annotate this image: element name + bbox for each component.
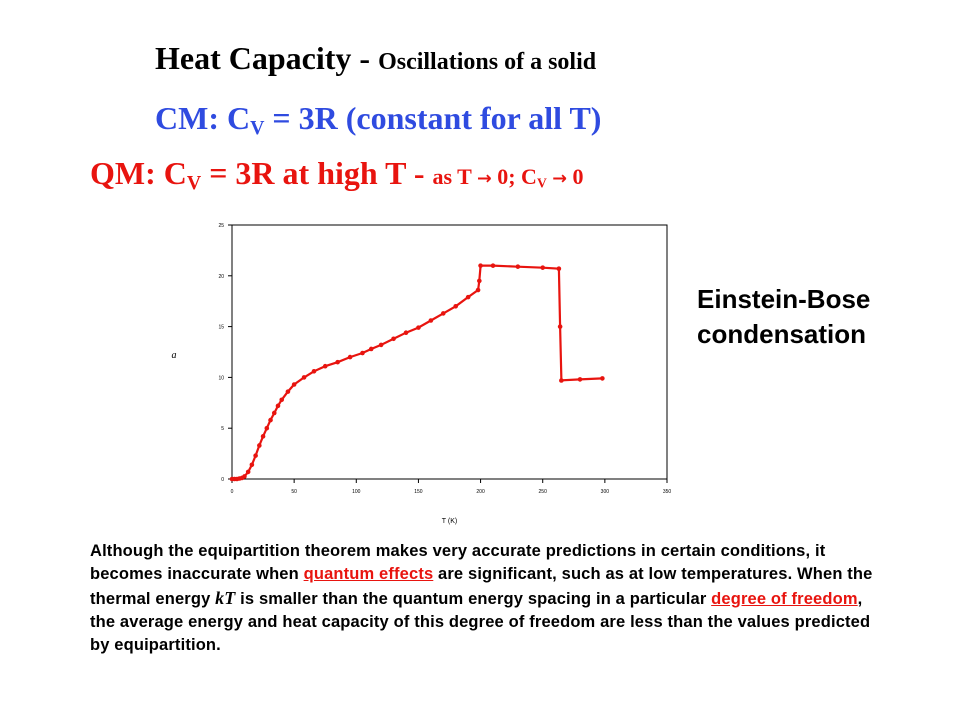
qm-small-4: 0: [567, 164, 584, 189]
y-tick-label: 5: [221, 426, 224, 432]
series-line: [232, 264, 603, 481]
data-point: [291, 382, 297, 387]
data-point: [577, 377, 583, 382]
data-point: [253, 453, 258, 458]
math-kt: kT: [215, 587, 236, 608]
heat-capacity-chart: 0 50 100 150 200 250 300 350 0 5 10 15 20 25 T (K) a: [172, 223, 672, 525]
cm-subscript: V: [250, 116, 265, 139]
data-point: [465, 294, 471, 300]
qm-subscript: V: [186, 171, 202, 194]
title-subtitle: Oscillations of a solid: [378, 49, 597, 75]
right-arrow-icon-2: →: [552, 169, 568, 189]
side-caption: Einstein-Bose condensation: [697, 282, 870, 352]
cm-prefix: CM: C: [155, 100, 251, 136]
x-tick-label: 350: [663, 489, 672, 495]
data-point: [478, 263, 483, 268]
data-point: [540, 265, 546, 270]
x-tick-label: 50: [291, 489, 297, 495]
x-axis-label: T (K): [442, 518, 457, 525]
data-point: [242, 474, 247, 479]
data-point: [245, 469, 251, 475]
data-point: [249, 462, 255, 468]
data-point: [515, 264, 521, 269]
data-point: [440, 311, 446, 316]
y-tick-label: 10: [218, 375, 224, 381]
qm-subscript-2: V: [536, 175, 547, 191]
data-point: [311, 369, 317, 374]
quantum-statement: QM: CV = 3R at high T - as T → 0; CV → 0: [90, 155, 584, 195]
side-line-1: Einstein-Bose: [697, 284, 871, 314]
data-point: [391, 336, 396, 342]
data-point: [557, 324, 563, 329]
qm-small-1: as T: [432, 164, 477, 189]
data-point: [335, 359, 340, 365]
data-point: [477, 278, 482, 284]
data-point: [271, 410, 277, 416]
slide-title: Heat Capacity - Oscillations of a solid: [155, 40, 596, 77]
x-tick-label: 300: [601, 489, 610, 495]
data-point: [378, 342, 384, 348]
data-point: [559, 378, 564, 383]
data-point: [260, 434, 266, 439]
qm-small-2: 0; C: [491, 164, 537, 189]
explanation-paragraph: Although the equipartition theorem makes…: [90, 540, 880, 657]
degree-of-freedom-link[interactable]: degree of freedom: [711, 589, 858, 608]
right-arrow-icon: →: [476, 169, 492, 189]
para-text-3: is smaller than the quantum energy spaci…: [235, 589, 712, 608]
data-point: [347, 354, 353, 360]
data-point: [360, 350, 365, 356]
para-text-4: , the average energy and heat capacity o…: [90, 589, 871, 655]
y-tick-label: 0: [221, 477, 224, 483]
y-tick-label: 15: [218, 325, 224, 331]
qm-limit: as T → 0; CV → 0: [432, 164, 584, 191]
data-point: [403, 330, 409, 335]
qm-mid: = 3R at high T -: [201, 155, 433, 191]
data-point: [368, 346, 374, 352]
data-point: [428, 318, 434, 323]
quantum-effects-link[interactable]: quantum effects: [303, 565, 434, 584]
cm-suffix: = 3R (constant for all T): [264, 100, 602, 136]
data-point: [268, 417, 273, 423]
data-point: [264, 425, 270, 431]
y-tick-label: 20: [218, 274, 224, 280]
data-point: [285, 389, 291, 394]
data-point: [416, 325, 421, 330]
side-line-2: condensation: [697, 319, 867, 349]
data-point: [490, 263, 496, 268]
y-axis-label: a: [172, 350, 177, 361]
classical-statement: CM: CV = 3R (constant for all T): [155, 100, 601, 140]
para-text-2: are significant, such as at low temperat…: [90, 565, 873, 608]
plot-frame: [231, 224, 668, 480]
qm-prefix: QM: C: [90, 155, 187, 191]
x-tick-label: 100: [352, 489, 361, 495]
data-point: [275, 403, 281, 409]
data-point: [475, 287, 481, 293]
x-tick-label: 150: [414, 489, 423, 495]
y-tick-label: 25: [218, 223, 224, 229]
data-point: [322, 363, 328, 369]
title-main: Heat Capacity -: [155, 40, 379, 76]
x-tick-label: 250: [539, 489, 548, 495]
data-point: [453, 303, 459, 309]
data-point: [301, 375, 307, 380]
data-point: [279, 397, 285, 403]
x-tick-label: 0: [231, 489, 234, 495]
data-point: [556, 266, 562, 271]
x-tick-label: 200: [476, 489, 485, 495]
para-text-1: Although the equipartition theorem makes…: [90, 542, 826, 584]
data-point: [257, 443, 262, 448]
data-point: [600, 376, 605, 381]
